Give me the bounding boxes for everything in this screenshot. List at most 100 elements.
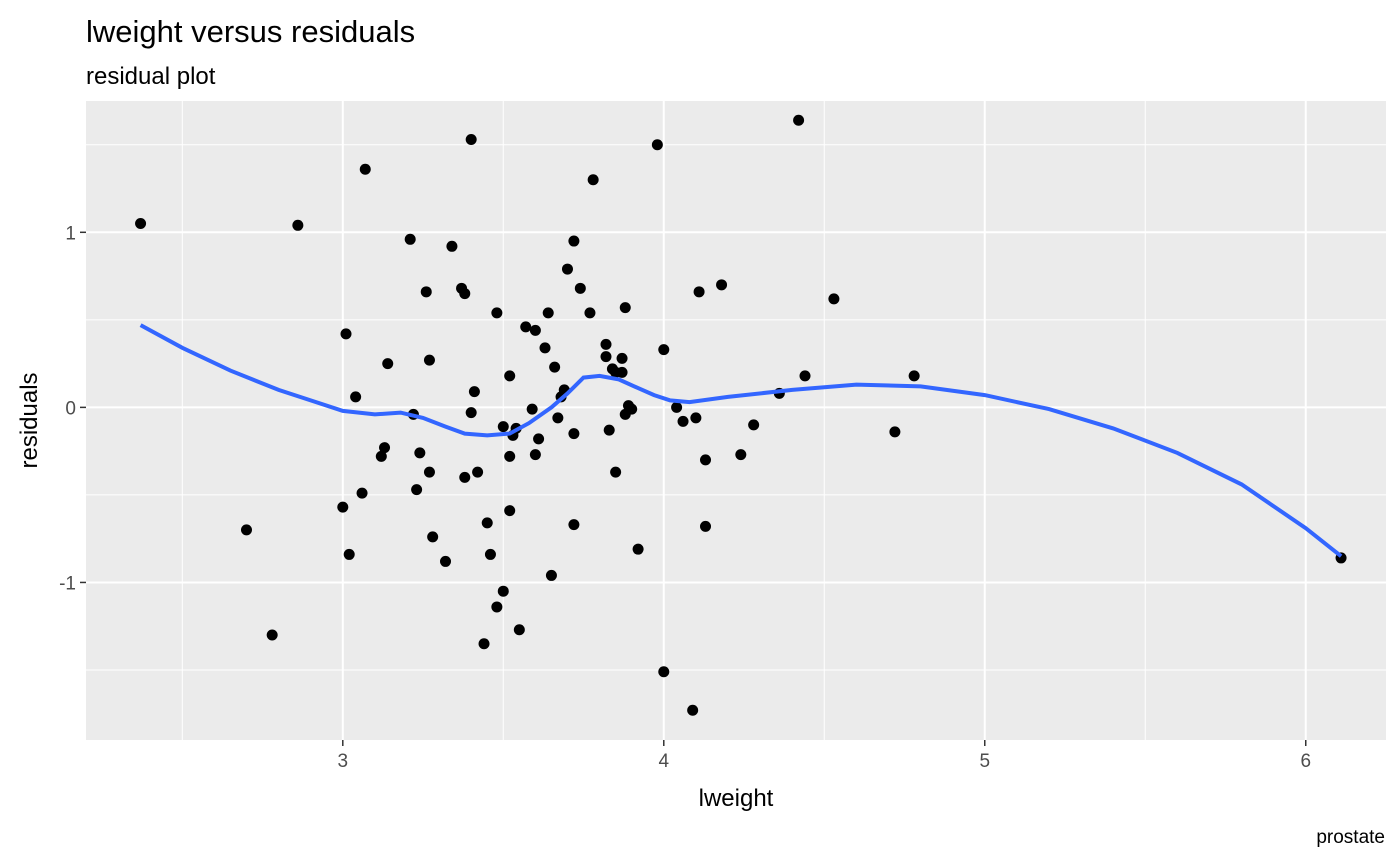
data-point [446, 240, 458, 252]
chart-subtitle: residual plot [86, 63, 216, 90]
data-point [526, 403, 538, 415]
x-tick-label: 6 [1300, 751, 1311, 772]
data-points [135, 114, 1347, 716]
data-point [135, 218, 147, 230]
data-point [423, 354, 435, 366]
data-point [716, 279, 728, 291]
plot-panel [86, 101, 1386, 740]
data-point [465, 134, 477, 146]
data-point [671, 401, 683, 413]
x-tick-label: 4 [658, 751, 669, 772]
data-point [497, 585, 509, 597]
data-point [533, 433, 545, 445]
data-point [651, 139, 663, 151]
data-point [440, 555, 452, 567]
chart-title: lweight versus residuals [86, 14, 415, 49]
data-point [504, 370, 516, 382]
data-point [414, 447, 426, 459]
y-axis: -1 0 1 [59, 223, 86, 594]
data-point [504, 450, 516, 462]
data-point [552, 412, 564, 424]
data-point [411, 484, 423, 496]
data-point [497, 421, 509, 433]
data-point [491, 307, 503, 319]
data-point [700, 454, 712, 466]
x-tick-label: 5 [979, 751, 990, 772]
data-point [529, 449, 541, 461]
data-point [423, 466, 435, 478]
major-gridlines [86, 101, 1386, 740]
data-point [603, 424, 615, 436]
data-point [375, 450, 387, 462]
data-point [690, 412, 702, 424]
data-point [658, 666, 670, 678]
x-tick-label: 3 [338, 751, 349, 772]
data-point [481, 517, 493, 529]
data-point [520, 321, 532, 333]
data-point [359, 163, 371, 175]
data-point [568, 519, 580, 531]
data-point [574, 282, 586, 294]
data-point [382, 358, 394, 370]
chart-caption: prostate [1316, 827, 1385, 848]
data-point [542, 307, 554, 319]
data-point [687, 704, 699, 716]
data-point [600, 351, 612, 363]
data-point [632, 543, 644, 555]
data-point [340, 328, 352, 340]
data-point [513, 624, 525, 636]
data-point [889, 426, 901, 438]
data-point [539, 342, 551, 354]
data-point [658, 344, 670, 356]
data-point [616, 366, 628, 378]
data-point [379, 442, 391, 454]
data-point [459, 288, 471, 300]
data-point [292, 219, 304, 231]
data-point [748, 419, 760, 431]
data-point [677, 415, 689, 427]
data-point [468, 386, 480, 398]
data-point [693, 286, 705, 298]
data-point [568, 428, 580, 440]
data-point [549, 361, 561, 373]
y-axis-title: residuals [16, 372, 43, 468]
x-axis-title: lweight [699, 785, 774, 812]
data-point [793, 114, 805, 126]
data-point [584, 307, 596, 319]
data-point [356, 487, 368, 499]
data-point [420, 286, 432, 298]
data-point [545, 569, 557, 581]
data-point [472, 466, 484, 478]
smooth-trend-line [139, 323, 1343, 558]
data-point [561, 263, 573, 275]
data-point [484, 548, 496, 560]
data-point [828, 293, 840, 305]
data-point [600, 338, 612, 350]
data-point [619, 302, 631, 314]
data-point [908, 370, 920, 382]
data-point [350, 391, 362, 403]
data-point [465, 407, 477, 419]
data-point [568, 235, 580, 247]
minor-gridlines [86, 101, 1386, 740]
data-point [616, 352, 628, 364]
data-point [491, 601, 503, 613]
data-point [610, 466, 622, 478]
data-point [240, 524, 252, 536]
data-point [529, 324, 541, 336]
data-point [478, 638, 490, 650]
y-tick-label: -1 [59, 573, 76, 594]
data-point [404, 233, 416, 245]
data-point [266, 629, 278, 641]
data-point [587, 174, 599, 186]
data-point [799, 370, 811, 382]
y-tick-label: 0 [65, 398, 76, 419]
x-axis: 3 4 5 6 [338, 740, 1311, 772]
data-point [337, 501, 349, 513]
data-point [343, 548, 355, 560]
data-point [626, 403, 638, 415]
y-tick-label: 1 [65, 223, 76, 244]
data-point [504, 505, 516, 517]
data-point [735, 449, 747, 461]
